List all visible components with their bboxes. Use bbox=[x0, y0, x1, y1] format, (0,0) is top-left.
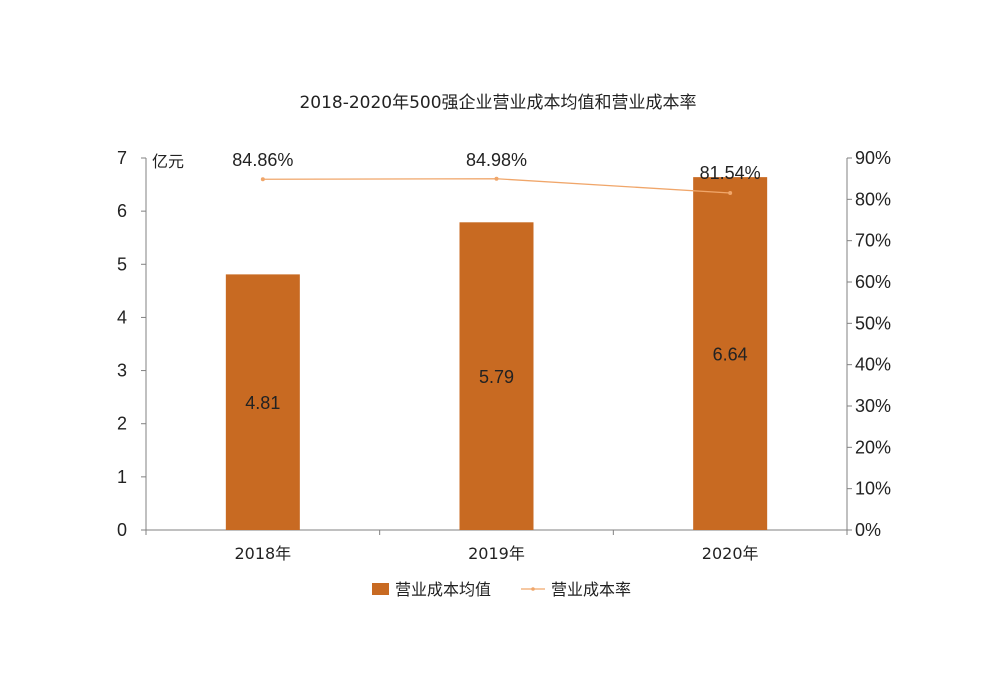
y2-tick-label: 70% bbox=[855, 231, 891, 251]
bar bbox=[225, 274, 300, 530]
chart-title: 2018-2020年500强企业营业成本均值和营业成本率 bbox=[299, 93, 696, 113]
legend-bar-label: 营业成本均值 bbox=[395, 580, 491, 599]
y-tick-label: 3 bbox=[117, 361, 127, 381]
rate-data-label: 84.86% bbox=[232, 150, 293, 170]
y-tick-label: 0 bbox=[117, 520, 127, 540]
chart-marks: 012345670%10%20%30%40%50%60%70%80%90%201… bbox=[117, 148, 891, 563]
y2-tick-label: 90% bbox=[855, 148, 891, 168]
y-tick-label: 4 bbox=[117, 307, 127, 327]
y-tick-label: 7 bbox=[117, 148, 127, 168]
x-tick-label: 2020年 bbox=[702, 544, 759, 563]
y2-tick-label: 40% bbox=[855, 355, 891, 375]
rate-point bbox=[260, 177, 265, 182]
bar bbox=[459, 222, 534, 530]
rate-data-label: 81.54% bbox=[700, 163, 761, 183]
y2-tick-label: 80% bbox=[855, 189, 891, 209]
y-tick-label: 6 bbox=[117, 201, 127, 221]
x-tick-label: 2019年 bbox=[468, 544, 525, 563]
y2-tick-label: 60% bbox=[855, 272, 891, 292]
y2-tick-label: 30% bbox=[855, 396, 891, 416]
legend: 营业成本均值 营业成本率 bbox=[372, 580, 631, 599]
bar-data-label: 5.79 bbox=[479, 367, 514, 387]
rate-line bbox=[262, 178, 731, 194]
legend-line-label: 营业成本率 bbox=[551, 580, 631, 599]
bar-data-label: 4.81 bbox=[245, 393, 280, 413]
y-tick-label: 1 bbox=[117, 467, 127, 487]
bar bbox=[693, 177, 768, 531]
rate-point bbox=[728, 190, 733, 195]
bar-data-label: 6.64 bbox=[713, 345, 748, 365]
rate-point bbox=[494, 176, 499, 181]
y2-tick-label: 0% bbox=[855, 520, 881, 540]
y-axis-unit: 亿元 bbox=[152, 152, 184, 171]
y2-tick-label: 10% bbox=[855, 479, 891, 499]
x-tick-label: 2018年 bbox=[234, 544, 291, 563]
rate-data-label: 84.98% bbox=[466, 150, 527, 170]
legend-bar-swatch bbox=[372, 583, 389, 595]
y2-tick-label: 50% bbox=[855, 313, 891, 333]
y2-tick-label: 20% bbox=[855, 437, 891, 457]
y-tick-label: 5 bbox=[117, 254, 127, 274]
legend-line-marker bbox=[531, 587, 535, 591]
y-tick-label: 2 bbox=[117, 414, 127, 434]
